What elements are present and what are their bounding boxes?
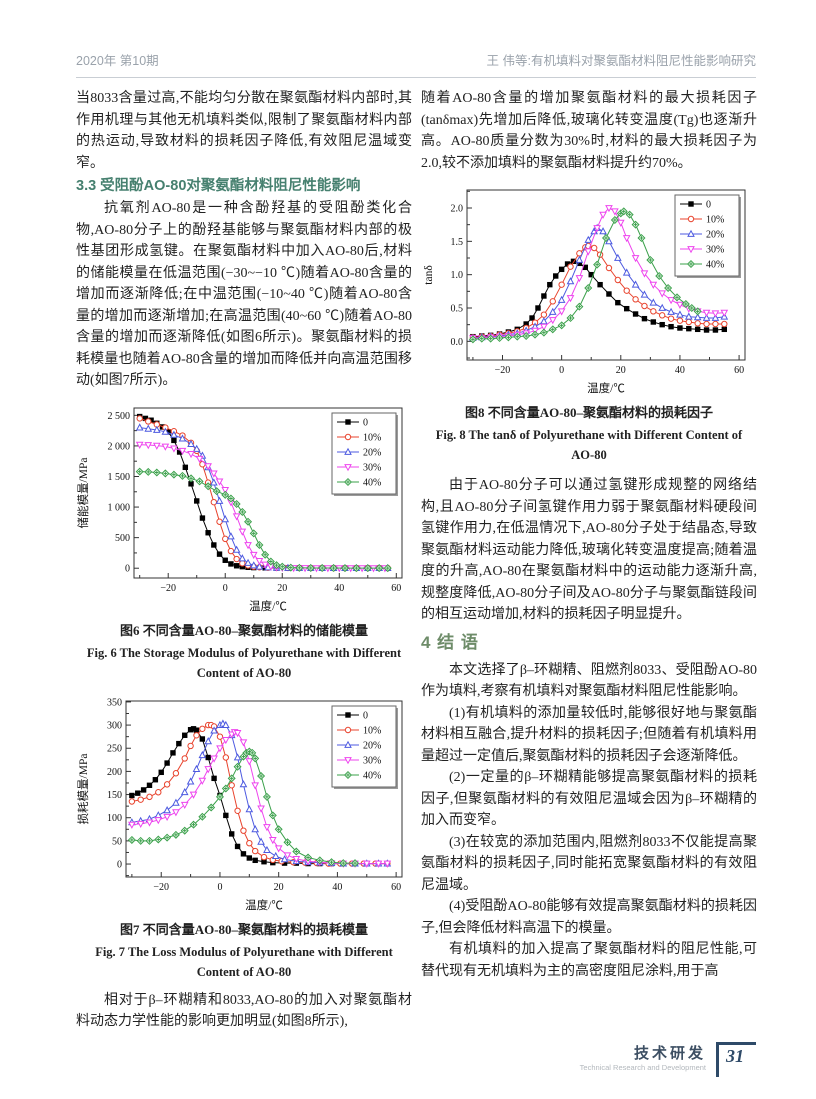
page-number-badge: 31 [716,1042,756,1077]
svg-text:0: 0 [559,365,564,376]
svg-text:0: 0 [223,583,228,594]
svg-text:10%: 10% [706,215,724,226]
section-heading-4: 4 结 语 [421,632,479,652]
header-issue: 2020年 第10期 [76,54,159,68]
svg-text:500: 500 [115,533,130,544]
svg-text:损耗模量/MPa: 损耗模量/MPa [76,753,90,824]
svg-text:60: 60 [391,882,401,893]
left-column: 当8033含量过高,不能均匀分散在聚氨酯材料内部时,其作用机理与其他无机填料类似… [76,88,412,1033]
svg-text:0: 0 [117,859,122,870]
paragraph: 抗氧剂AO-80是一种含酚羟基的受阻酚类化合物,AO-80分子上的酚羟基能够与聚… [76,201,412,388]
svg-text:−20: −20 [160,583,176,594]
paragraph: (2)一定量的β–环糊精能够提高聚氨酯材料的损耗因子,但聚氨酯材料的有效阻尼温域… [421,770,757,828]
paragraph: (3)在较宽的添加范围内,阻燃剂8033不仅能提高聚氨酯材料的损耗因子,同时能拓… [421,834,757,893]
footer-label-zh: 技术研发 [633,1045,706,1062]
fig7-caption-en: Fig. 7 The Loss Modulus of Polyurethane … [95,944,393,979]
svg-text:10%: 10% [363,725,381,736]
svg-text:0.0: 0.0 [451,337,464,348]
paragraph: 有机填料的加入提高了聚氨酯材料的阻尼性能,可替代现有无机填料为主的高密度阻尼涂料… [421,942,757,979]
two-column-body: 当8033含量过高,不能均匀分散在聚氨酯材料内部时,其作用机理与其他无机填料类似… [76,88,757,1033]
header-running-title: 王 伟等:有机填料对聚氨酯材料阻尼性能影响研究 [486,54,756,68]
svg-text:20%: 20% [363,740,381,751]
figure-7: −20 0 20 40 60 0 50 100 150 200 250 300 350 温度/℃ 损耗模量/… [76,693,412,982]
paragraph: 本文选择了β–环糊精、阻燃剂8033、受阻酚AO-80作为填料,考察有机填料对聚… [421,662,757,700]
svg-text:温度/℃: 温度/℃ [587,381,625,395]
paragraph: 由于AO-80分子可以通过氢键形成规整的网络结构,且AO-80分子间氢键作用力弱… [421,478,757,622]
svg-text:20%: 20% [363,447,381,458]
svg-text:30%: 30% [363,462,381,473]
page-footer: 技术研发 Technical Research and Development … [580,1042,756,1077]
svg-text:0: 0 [363,710,368,721]
svg-text:0: 0 [125,563,130,574]
svg-text:1 000: 1 000 [108,502,131,513]
svg-text:40: 40 [334,583,344,594]
svg-text:250: 250 [107,743,122,754]
paragraph: 当8033含量过高,不能均匀分散在聚氨酯材料内部时,其作用机理与其他无机填料类似… [76,91,412,171]
svg-text:2 500: 2 500 [108,410,131,421]
svg-text:40%: 40% [706,260,724,271]
fig7-caption-zh: 图7 不同含量AO-80–聚氨酯材料的损耗模量 [119,921,369,937]
right-column: 随着AO-80含量的增加聚氨酯材料的最大损耗因子(tanδmax)先增加后降低,… [421,88,757,1033]
footer-section-label: 技术研发 Technical Research and Development [580,1042,706,1073]
svg-text:2.0: 2.0 [451,204,464,215]
fig6-storage-modulus-chart: −20 0 20 40 60 0 500 1 000 1 500 2 000 2 500 温度/℃ 储能… [76,407,403,613]
svg-text:20: 20 [616,365,626,376]
page-header: 2020年 第10期 王 伟等:有机填料对聚氨酯材料阻尼性能影响研究 [76,0,756,78]
svg-text:−20: −20 [153,882,169,893]
svg-text:60: 60 [734,365,744,376]
fig8-tand-chart: −20 0 20 40 60 0.0 0.5 1.0 1.5 2.0 温度/℃ tanδ 0 10% 20%… [423,189,746,395]
svg-text:tanδ: tanδ [423,265,435,284]
svg-text:30%: 30% [363,755,381,766]
svg-text:40%: 40% [363,477,381,488]
fig6-caption-zh: 图6 不同含量AO-80–聚氨酯材料的储能模量 [119,622,369,638]
fig7-loss-modulus-chart: −20 0 20 40 60 0 50 100 150 200 250 300 350 温度/℃ 损耗模量/… [76,697,403,912]
svg-text:−20: −20 [495,365,511,376]
svg-text:100: 100 [107,813,122,824]
svg-text:20%: 20% [706,230,724,241]
svg-text:温度/℃: 温度/℃ [249,599,287,613]
svg-text:1 500: 1 500 [108,471,131,482]
svg-text:储能模量/MPa: 储能模量/MPa [76,457,90,528]
fig8-caption-en: Fig. 8 The tanδ of Polyurethane with Dif… [435,428,743,462]
figure-6: −20 0 20 40 60 0 500 1 000 1 500 2 000 2 500 温度/℃ 储能… [76,402,412,683]
figure-8: −20 0 20 40 60 0.0 0.5 1.0 1.5 2.0 温度/℃ tanδ 0 10% 20%… [421,184,757,465]
svg-text:0: 0 [706,200,711,211]
svg-text:0: 0 [217,882,222,893]
footer-label-en: Technical Research and Development [579,1063,706,1072]
paragraph: (4)受阻酚AO-80能够有效提高聚氨酯材料的损耗因子,但会降低材料高温下的模量… [421,899,757,936]
svg-text:40: 40 [675,365,685,376]
svg-text:1.5: 1.5 [451,237,464,248]
svg-text:60: 60 [391,583,401,594]
svg-text:40%: 40% [363,770,381,781]
svg-text:30%: 30% [706,245,724,256]
svg-text:40: 40 [332,882,342,893]
svg-text:200: 200 [107,766,122,777]
paragraph: (1)有机填料的添加量较低时,能够很好地与聚氨酯材料相互融合,提升材料的损耗因子… [421,705,757,764]
svg-text:0: 0 [363,417,368,428]
svg-text:2 000: 2 000 [108,441,131,452]
svg-text:0.5: 0.5 [451,304,464,315]
fig8-caption-zh: 图8 不同含量AO-80–聚氨酯材料的损耗因子 [464,405,714,420]
svg-text:10%: 10% [363,432,381,443]
section-heading-3-3: 3.3 受阻酚AO-80对聚氨酯材料阻尼性能影响 [76,178,361,194]
svg-text:温度/℃: 温度/℃ [245,898,283,912]
paragraph: 随着AO-80含量的增加聚氨酯材料的最大损耗因子(tanδmax)先增加后降低,… [421,91,757,171]
paragraph: 相对于β–环糊精和8033,AO-80的加入对聚氨酯材料动态力学性能的影响更加明… [76,992,412,1030]
svg-text:20: 20 [274,882,284,893]
svg-text:300: 300 [107,720,122,731]
svg-text:20: 20 [277,583,287,594]
svg-text:150: 150 [107,790,122,801]
svg-text:1.0: 1.0 [451,270,464,281]
svg-text:350: 350 [107,697,122,708]
svg-text:50: 50 [112,836,122,847]
fig6-caption-en: Fig. 6 The Storage Modulus of Polyuretha… [86,645,402,680]
